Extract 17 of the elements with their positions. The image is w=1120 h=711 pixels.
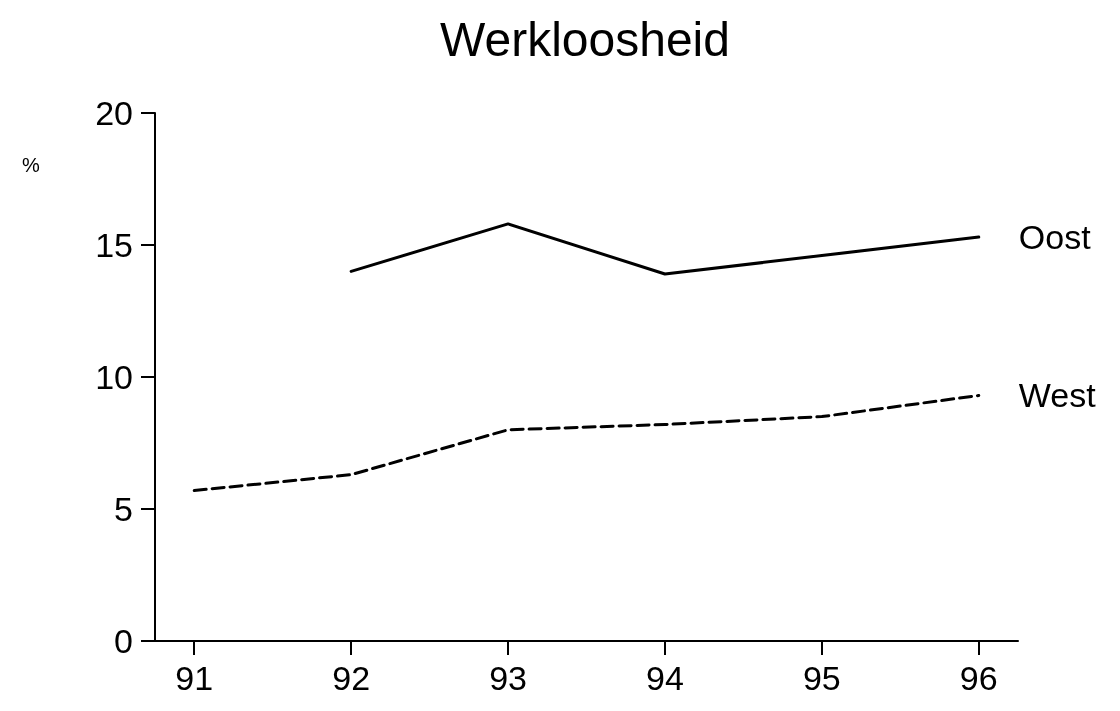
chart-title: Werkloosheid [440, 12, 730, 66]
x-tick-label: 92 [332, 659, 371, 697]
y-tick-label: 20 [95, 94, 133, 132]
series-label: West [1018, 376, 1097, 415]
y-tick-label: 15 [95, 226, 133, 264]
x-tick-label: 91 [175, 659, 214, 697]
y-tick-label: 10 [95, 358, 133, 396]
line-series [349, 222, 981, 276]
x-tick-label: 94 [646, 659, 684, 697]
x-tick-label: 95 [802, 659, 841, 697]
x-tick-label: 93 [489, 659, 527, 697]
line-series [192, 393, 981, 493]
y-axis-title: % [22, 154, 40, 176]
series-label: Oost [1018, 218, 1092, 257]
x-tick-label: 96 [959, 659, 998, 697]
y-tick-label: 0 [114, 622, 133, 660]
y-tick-label: 5 [114, 490, 133, 528]
